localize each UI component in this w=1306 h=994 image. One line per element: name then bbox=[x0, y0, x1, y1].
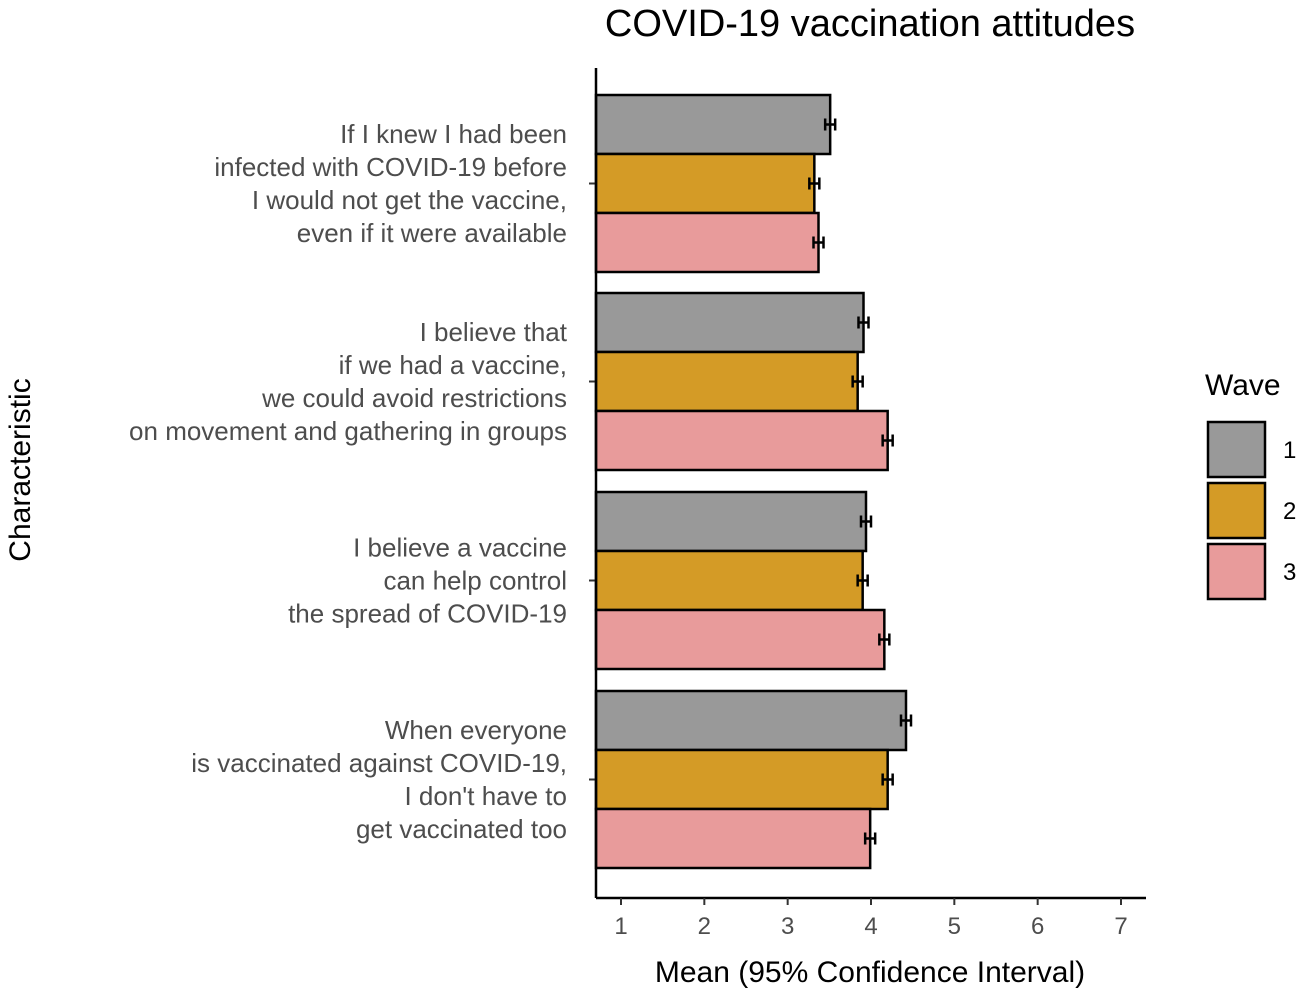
error-bar bbox=[878, 633, 891, 646]
legend: Wave 1 2 3 bbox=[1205, 369, 1296, 601]
x-tick-label: 4 bbox=[864, 913, 877, 940]
bar bbox=[594, 93, 832, 156]
error-bar bbox=[881, 773, 894, 786]
x-axis-ticks: 1 2 3 4 5 6 7 bbox=[614, 898, 1128, 940]
category-label: I believe a vaccine can help control the s… bbox=[288, 533, 567, 629]
chart-title: COVID-19 vaccination attitudes bbox=[605, 3, 1135, 45]
category-label: If I knew I had been infected with COVID-… bbox=[214, 119, 567, 248]
category-label: I believe that if we had a vaccine, we cou… bbox=[129, 317, 568, 446]
legend-swatch bbox=[1206, 481, 1267, 540]
error-bar bbox=[863, 832, 877, 845]
bar bbox=[594, 409, 889, 472]
y-axis-title: Characteristic bbox=[4, 378, 37, 561]
error-bar bbox=[812, 236, 825, 249]
legend-label: 3 bbox=[1283, 559, 1296, 586]
category-labels: If I knew I had been infected with COVID-… bbox=[129, 119, 568, 844]
error-bar bbox=[857, 316, 870, 329]
x-tick-label: 2 bbox=[698, 913, 711, 940]
error-bar bbox=[899, 714, 913, 727]
bar bbox=[594, 807, 872, 870]
error-bar bbox=[808, 177, 821, 190]
category-label: When everyone is vaccinated against COVID… bbox=[191, 715, 567, 844]
error-bar bbox=[859, 515, 873, 528]
bar bbox=[594, 211, 820, 274]
bar bbox=[594, 350, 859, 413]
x-tick-label: 5 bbox=[948, 913, 961, 940]
error-bar bbox=[881, 434, 894, 447]
x-axis-title: Mean (95% Confidence Interval) bbox=[655, 956, 1085, 989]
bar bbox=[594, 152, 816, 215]
legend-swatch bbox=[1206, 420, 1267, 479]
bar bbox=[594, 549, 864, 612]
error-bar bbox=[856, 574, 869, 587]
error-bar bbox=[851, 375, 864, 388]
error-bars bbox=[808, 118, 913, 845]
bars bbox=[594, 93, 908, 870]
legend-title: Wave bbox=[1205, 369, 1281, 402]
bar bbox=[594, 490, 868, 553]
error-bar bbox=[823, 118, 837, 131]
legend-label: 2 bbox=[1283, 498, 1296, 525]
legend-label: 1 bbox=[1283, 437, 1296, 464]
legend-swatch bbox=[1206, 542, 1267, 601]
x-tick-label: 6 bbox=[1031, 913, 1044, 940]
x-tick-label: 7 bbox=[1114, 913, 1127, 940]
bar bbox=[594, 608, 886, 671]
bar bbox=[594, 748, 889, 811]
x-tick-label: 1 bbox=[614, 913, 627, 940]
bar bbox=[594, 291, 865, 354]
bar bbox=[594, 689, 908, 752]
x-tick-label: 3 bbox=[781, 913, 794, 940]
